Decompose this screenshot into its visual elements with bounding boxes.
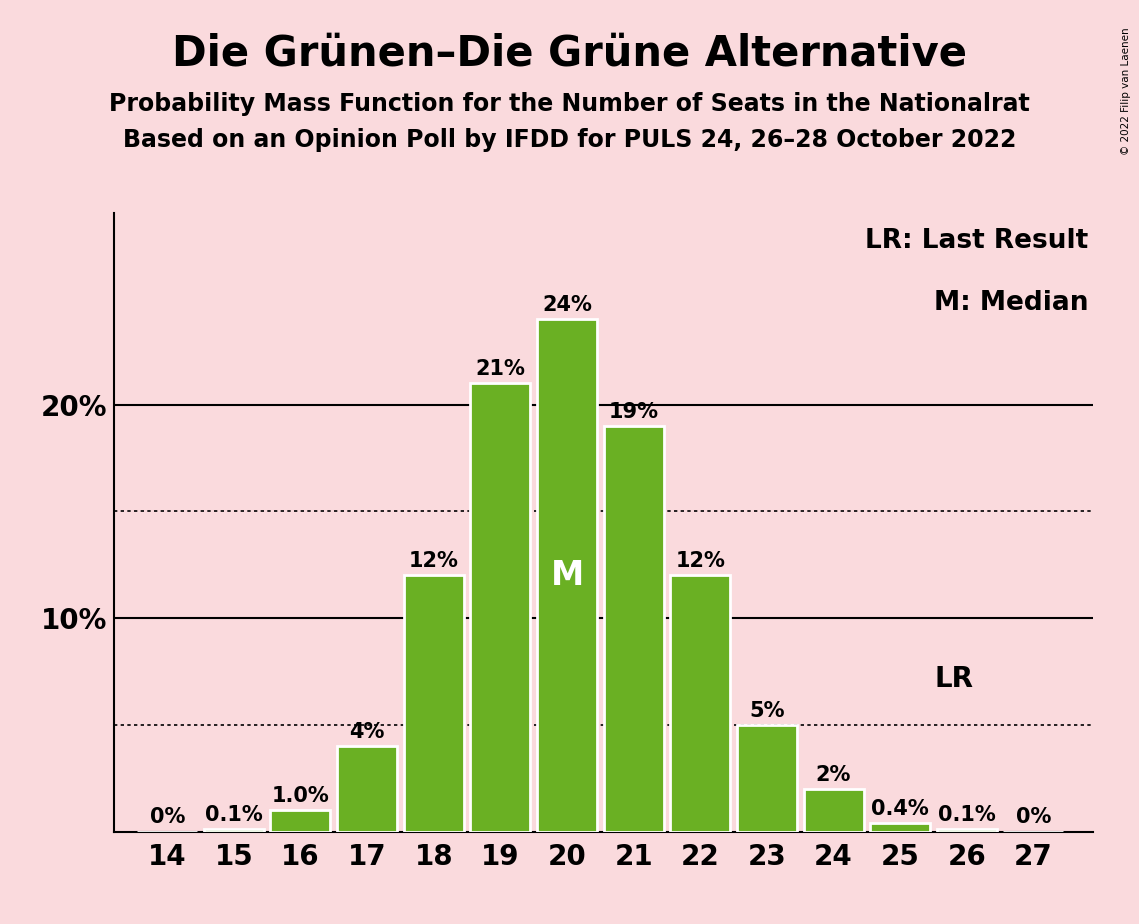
Bar — [737, 724, 797, 832]
Text: Based on an Opinion Poll by IFDD for PULS 24, 26–28 October 2022: Based on an Opinion Poll by IFDD for PUL… — [123, 128, 1016, 152]
Text: 0.1%: 0.1% — [205, 805, 263, 825]
Text: Die Grünen–Die Grüne Alternative: Die Grünen–Die Grüne Alternative — [172, 32, 967, 74]
Text: © 2022 Filip van Laenen: © 2022 Filip van Laenen — [1121, 28, 1131, 155]
Text: M: M — [550, 559, 583, 592]
Bar — [270, 810, 330, 832]
Bar — [804, 789, 863, 832]
Text: LR: LR — [934, 665, 973, 693]
Text: 19%: 19% — [608, 402, 658, 421]
Text: 12%: 12% — [409, 551, 459, 571]
Bar — [470, 383, 531, 832]
Text: 21%: 21% — [475, 359, 525, 379]
Text: 4%: 4% — [350, 722, 385, 742]
Text: M: Median: M: Median — [934, 290, 1089, 316]
Text: 1.0%: 1.0% — [271, 786, 329, 806]
Text: 5%: 5% — [749, 700, 785, 721]
Text: 24%: 24% — [542, 295, 592, 315]
Bar — [337, 747, 398, 832]
Bar — [870, 823, 931, 832]
Text: LR: Last Result: LR: Last Result — [866, 228, 1089, 254]
Text: 0%: 0% — [149, 808, 185, 827]
Bar — [604, 426, 664, 832]
Bar — [204, 830, 264, 832]
Text: 0%: 0% — [1016, 808, 1051, 827]
Text: 0.4%: 0.4% — [871, 798, 929, 819]
Text: 2%: 2% — [816, 765, 851, 784]
Text: 0.1%: 0.1% — [937, 805, 995, 825]
Text: 12%: 12% — [675, 551, 726, 571]
Bar — [937, 830, 997, 832]
Bar — [403, 576, 464, 832]
Text: Probability Mass Function for the Number of Seats in the Nationalrat: Probability Mass Function for the Number… — [109, 92, 1030, 116]
Bar — [536, 320, 597, 832]
Bar — [671, 576, 730, 832]
